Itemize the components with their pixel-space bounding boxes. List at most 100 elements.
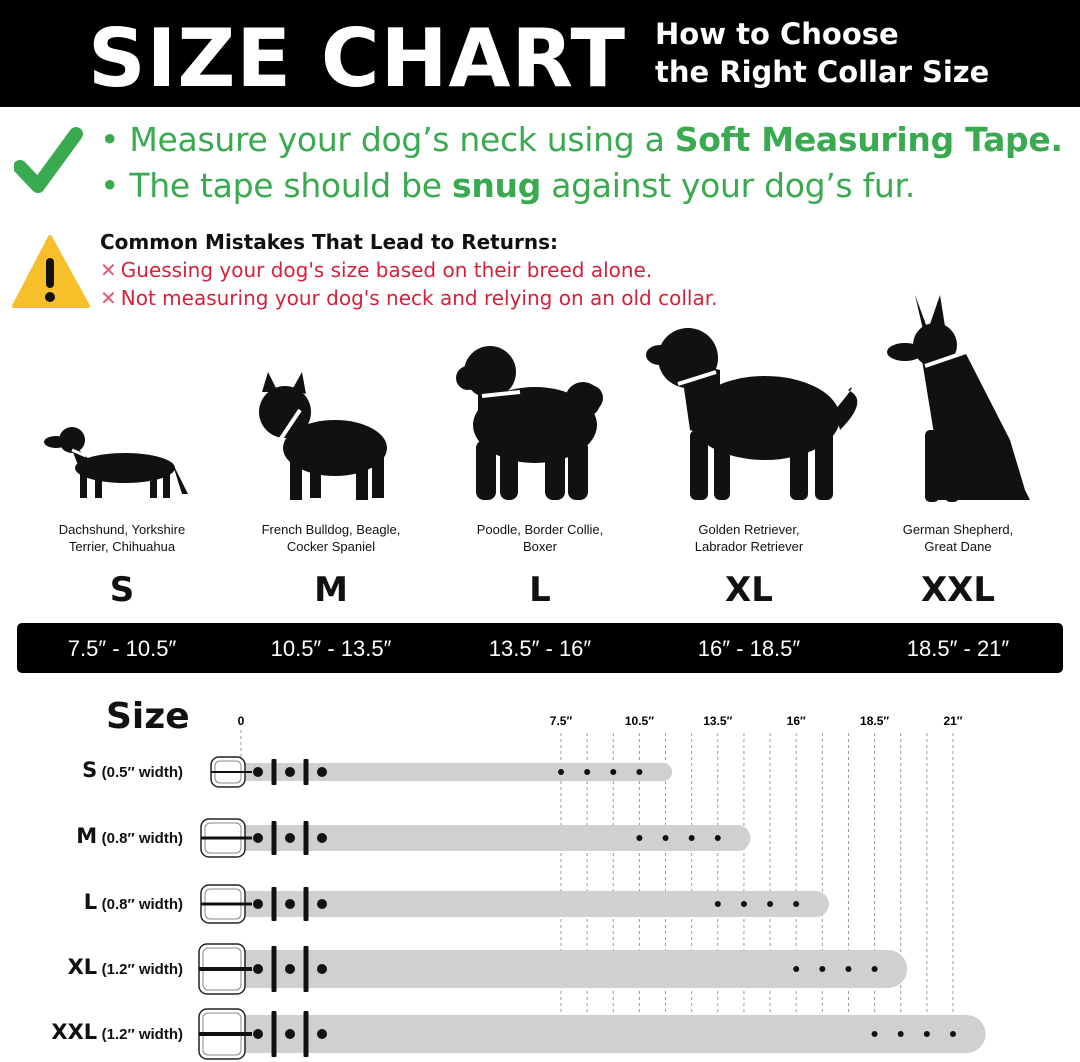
breed-list-xxl: German Shepherd, Great Dane: [858, 521, 1058, 555]
row-label-xl: XL (1.2″ width): [68, 955, 183, 979]
size-label-s: S: [109, 570, 135, 610]
size-heading: Size: [106, 696, 190, 737]
row-width: (0.5″ width): [101, 764, 183, 781]
size-hole: [740, 901, 747, 907]
size-hole: [793, 966, 800, 972]
keeper-loop: [303, 887, 309, 921]
breed-line: Boxer: [523, 539, 557, 554]
keeper-loop: [303, 1011, 309, 1057]
keeper-hole: [285, 833, 295, 843]
tip-text: • The tape should be: [100, 166, 452, 205]
row-label-m: M (0.8″ width): [76, 824, 183, 848]
size-label-xxl: XXL: [920, 570, 996, 610]
breed-line: Golden Retriever,: [698, 522, 800, 537]
size-hole: [558, 769, 564, 775]
breed-line: Labrador Retriever: [694, 539, 804, 554]
keeper-hole: [285, 899, 295, 909]
poodle-silhouette: [456, 346, 603, 500]
tick-label: 21″: [943, 714, 962, 728]
row-label-xxl: XXL (1.2″ width): [51, 1020, 183, 1044]
golden-retriever-silhouette: [646, 328, 858, 500]
size-hole: [793, 901, 800, 907]
dachshund-silhouette: [44, 427, 188, 498]
keeper-hole: [317, 767, 327, 777]
keeper-hole: [253, 1029, 263, 1039]
mistake-item: ✕ Guessing your dog's size based on their…: [100, 258, 652, 282]
breed-line: Great Dane: [924, 539, 992, 554]
tick-label: 7.5″: [550, 714, 573, 728]
warning-icon: [12, 235, 90, 308]
keeper-hole: [253, 833, 263, 843]
size-hole: [845, 966, 852, 972]
range-label-xxl: 18.5″ - 21″: [906, 636, 1010, 661]
tip-text: against your dog’s fur.: [541, 166, 915, 205]
size-label-m: M: [314, 570, 348, 610]
breed-list-m: French Bulldog, Beagle, Cocker Spaniel: [231, 521, 431, 555]
row-width: (1.2″ width): [101, 1026, 183, 1043]
size-hole: [636, 835, 643, 841]
tip-text: • Measure your dog’s neck using a: [100, 120, 675, 159]
size-hole: [714, 835, 721, 841]
row-width: (0.8″ width): [101, 896, 183, 913]
size-hole: [636, 769, 643, 775]
row-label-s: S (0.5″ width): [82, 758, 183, 782]
size-hole: [871, 966, 878, 972]
size-hole: [950, 1031, 956, 1037]
row-width: (1.2″ width): [101, 961, 183, 978]
breed-line: Cocker Spaniel: [286, 539, 376, 554]
size-hole: [662, 835, 669, 841]
size-label-xl: XL: [725, 570, 773, 610]
cross-icon: ✕: [100, 258, 117, 282]
size-hole: [584, 769, 591, 775]
row-size: XL: [67, 955, 98, 979]
keeper-hole: [285, 964, 295, 974]
tick-label: 10.5″: [625, 714, 654, 728]
mistake-item: ✕ Not measuring your dog's neck and relyi…: [100, 286, 717, 310]
mistakes-title: Common Mistakes That Lead to Returns:: [100, 230, 558, 254]
keeper-hole: [285, 767, 295, 777]
range-bar: [17, 623, 1063, 673]
size-hole: [767, 901, 774, 907]
range-label-s: 7.5″ - 10.5″: [67, 636, 177, 661]
mistake-text: Not measuring your dog's neck and relyin…: [120, 286, 718, 310]
page-title: SIZE CHART: [88, 12, 627, 105]
header-banner: [0, 0, 1080, 107]
row-size: L: [83, 890, 98, 914]
keeper-hole: [317, 1029, 327, 1039]
check-icon: [14, 127, 83, 193]
keeper-loop: [271, 759, 277, 785]
collar-m: [235, 825, 751, 851]
dog-silhouettes: [44, 295, 1030, 502]
tip-1: • Measure your dog’s neck using a Soft M…: [100, 120, 1063, 159]
subtitle-line-1: How to Choose: [655, 17, 899, 51]
collar-s: [235, 763, 673, 781]
breed-list-l: Poodle, Border Collie, Boxer: [440, 521, 640, 555]
size-hole: [688, 835, 695, 841]
keeper-loop: [303, 759, 309, 785]
breed-line: Dachshund, Yorkshire: [58, 522, 186, 537]
mistake-text: Guessing your dog's size based on their …: [120, 258, 653, 282]
tick-label: 16″: [787, 714, 806, 728]
size-label-l: L: [529, 570, 551, 610]
keeper-hole: [253, 899, 263, 909]
range-label-l: 13.5″ - 16″: [488, 636, 592, 661]
tick-label: 18.5″: [860, 714, 889, 728]
keeper-hole: [285, 1029, 295, 1039]
range-label-m: 10.5″ - 13.5″: [270, 636, 392, 661]
size-hole: [897, 1031, 904, 1037]
breed-line: Terrier, Chihuahua: [68, 539, 176, 554]
tip-emphasis: snug: [451, 166, 542, 205]
row-label-l: L (0.8″ width): [84, 890, 183, 914]
collar-xl: [235, 950, 908, 988]
tip-emphasis: Soft Measuring Tape.: [674, 120, 1063, 159]
keeper-hole: [317, 833, 327, 843]
keeper-hole: [317, 964, 327, 974]
cross-icon: ✕: [100, 286, 117, 310]
breed-list-xl: Golden Retriever, Labrador Retriever: [649, 521, 849, 555]
row-size: XXL: [51, 1020, 98, 1044]
size-hole: [610, 769, 617, 775]
row-size: S: [82, 758, 98, 782]
keeper-loop: [271, 821, 277, 855]
tick-label: 13.5″: [703, 714, 732, 728]
